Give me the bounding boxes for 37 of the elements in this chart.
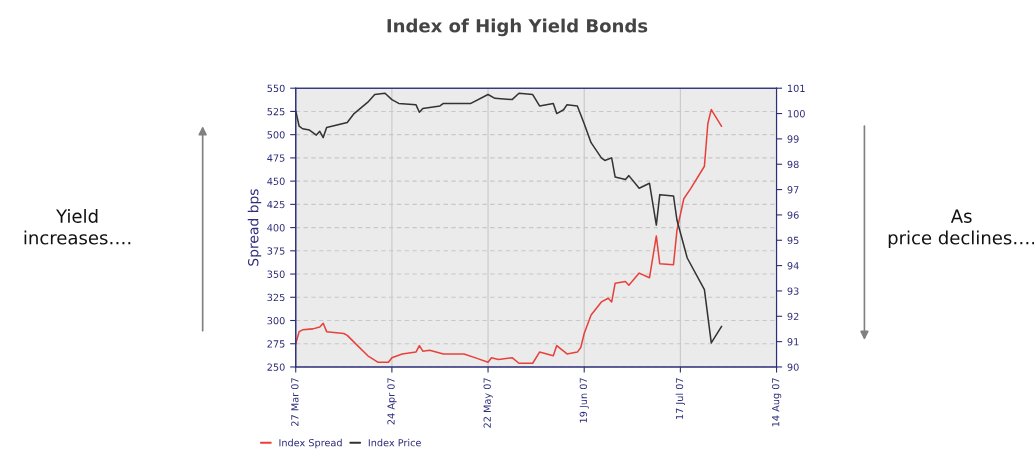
y-tick-label: 550 xyxy=(267,84,285,93)
y2-tick-label: 94 xyxy=(787,262,799,270)
y2-tick-label: 101 xyxy=(788,84,805,93)
y2-tick-label: 98 xyxy=(787,160,799,169)
y-tick-label: 250 xyxy=(267,363,285,371)
y-tick-label: 375 xyxy=(267,247,285,255)
y-tick-label: 425 xyxy=(267,200,285,209)
y-tick-label: 475 xyxy=(267,154,285,162)
y2-tick-label: 97 xyxy=(787,186,799,194)
y2-tick-label: 93 xyxy=(787,287,799,295)
y2-tick-label: 95 xyxy=(787,236,799,245)
legend-label: Index Price xyxy=(368,438,421,447)
legend-label: Index Spread xyxy=(279,438,342,449)
x-tick-label: 22 May 07 xyxy=(483,378,493,428)
y-tick-label: 450 xyxy=(267,177,285,185)
x-tick-label: 27 Mar 07 xyxy=(291,378,299,426)
text: As price declines…. xyxy=(888,209,1034,249)
y-tick-label: 500 xyxy=(267,131,285,139)
x-tick-label: 14 Aug 07 xyxy=(772,378,782,427)
y2-tick-label: 92 xyxy=(787,312,799,321)
y-tick-label: 400 xyxy=(267,224,285,232)
y-tick-label: 275 xyxy=(267,340,285,348)
x-tick-label: 19 Jun 07 xyxy=(579,378,589,423)
x-tick-label: 17 Jul 07 xyxy=(675,378,685,419)
y-tick-label: 350 xyxy=(267,270,285,278)
text: Yield increases…. xyxy=(24,208,131,245)
y2-tick-label: 91 xyxy=(787,338,799,346)
y-tick-label: 300 xyxy=(267,316,285,325)
y2-tick-label: 96 xyxy=(787,211,799,219)
y2-tick-label: 99 xyxy=(787,135,799,143)
y2-tick-label: 90 xyxy=(787,363,799,371)
x-tick-label: 24 Apr 07 xyxy=(387,378,397,425)
y-tick-label: 325 xyxy=(267,293,285,302)
chart-title: Index of High Yield Bonds xyxy=(387,18,648,37)
y-axis-title: Spread bps xyxy=(247,189,262,266)
y2-tick-label: 100 xyxy=(788,110,805,118)
y-tick-label: 525 xyxy=(267,107,285,116)
